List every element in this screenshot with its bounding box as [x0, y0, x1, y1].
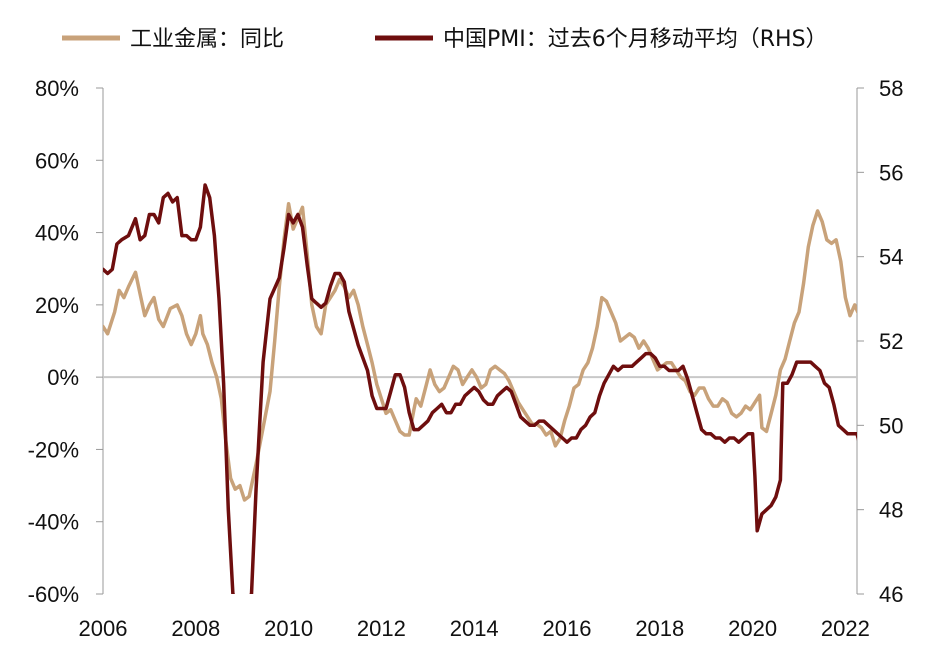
series-line-pmi [103, 183, 857, 594]
left-tick-label: 40% [35, 221, 79, 246]
left-tick-label: 60% [35, 148, 79, 173]
left-tick-label: 80% [35, 76, 79, 101]
axes [102, 88, 858, 594]
left-axis-ticks: -60% -40% -20% 0% 20% 40% 60% 80% [28, 76, 103, 607]
x-tick-label: 2012 [357, 616, 406, 641]
right-tick-label: 56 [879, 160, 903, 185]
x-tick-label: 2014 [450, 616, 499, 641]
x-tick-label: 2020 [728, 616, 777, 641]
right-tick-label: 48 [879, 498, 903, 523]
right-tick-label: 58 [879, 76, 903, 101]
right-tick-label: 50 [879, 413, 903, 438]
right-tick-label: 52 [879, 329, 903, 354]
series-line-metal-yoy [103, 201, 857, 502]
left-tick-label: 0% [47, 365, 79, 390]
plot-area [103, 183, 857, 594]
left-tick-label: -20% [28, 437, 79, 462]
x-axis-ticks: 2006 2008 2010 2012 2014 2016 2018 2020 2022 [79, 616, 870, 641]
x-tick-label: 2006 [79, 616, 128, 641]
x-tick-label: 2022 [821, 616, 870, 641]
x-tick-label: 2010 [264, 616, 313, 641]
left-tick-label: 20% [35, 293, 79, 318]
x-tick-label: 2016 [543, 616, 592, 641]
left-tick-label: -40% [28, 510, 79, 535]
legend-label-pmi: 中国PMI：过去6个月移动平均（RHS） [443, 27, 828, 52]
legend: 工业金属：同比 中国PMI：过去6个月移动平均（RHS） [62, 27, 828, 52]
x-tick-label: 2008 [171, 616, 220, 641]
left-tick-label: -60% [28, 582, 79, 607]
right-tick-label: 54 [879, 245, 903, 270]
right-axis-ticks: 46 48 50 52 54 56 58 [857, 76, 903, 607]
x-tick-label: 2018 [635, 616, 684, 641]
legend-label-metal-yoy: 工业金属：同比 [130, 27, 284, 52]
right-tick-label: 46 [879, 582, 903, 607]
